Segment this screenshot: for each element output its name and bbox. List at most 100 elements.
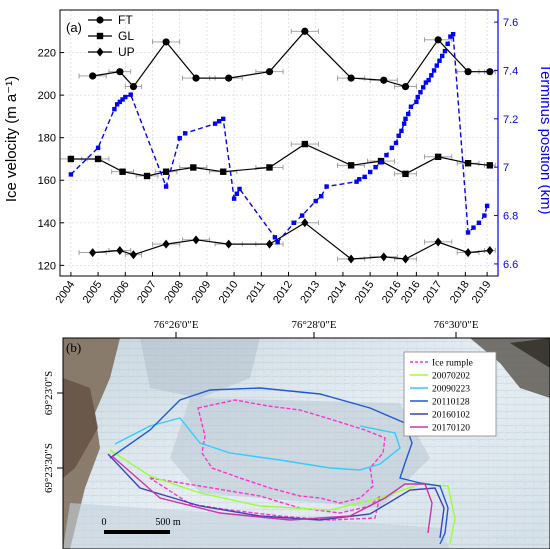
ice-rumple-outline [149, 399, 386, 521]
marker-terminus [440, 53, 445, 59]
marker-terminus [431, 68, 437, 73]
series-line-up [92, 222, 490, 260]
satellite-image [63, 338, 550, 549]
marker-square [266, 164, 273, 171]
map-legend-label: 20090223 [432, 385, 470, 395]
marker-terminus [182, 131, 188, 136]
marker-terminus [406, 111, 411, 117]
lon-tick-marks [175, 332, 457, 338]
x-tick-label: 2007 [135, 279, 159, 306]
panel-label-b: (b) [66, 340, 81, 355]
marker-circle [129, 83, 138, 91]
lon-label-2: 76°28'0"E [291, 319, 336, 331]
y-tick-label-left: 220 [38, 48, 56, 60]
marker-diamond [301, 218, 309, 228]
series-lines [70, 30, 490, 260]
y-tick-label-right: 6.8 [503, 211, 518, 223]
scale-zero: 0 [102, 517, 107, 528]
marker-terminus [396, 133, 401, 138]
x-tick-label: 2015 [353, 279, 377, 306]
marker-terminus [408, 104, 414, 109]
marker-terminus [465, 230, 471, 235]
x-tick-label: 2016 [380, 279, 404, 306]
marker-diamond [96, 47, 104, 57]
marker-square [67, 155, 75, 163]
marker-terminus [373, 164, 378, 170]
marker-terminus [437, 58, 442, 63]
x-tick-label: 2011 [244, 279, 267, 305]
marker-terminus [403, 116, 408, 122]
series-line-ft [92, 30, 490, 88]
x-tick-label: 2012 [271, 279, 295, 306]
marker-diamond [347, 254, 355, 264]
marker-terminus [123, 94, 128, 100]
legend-label: UP [118, 45, 135, 59]
marker-terminus [112, 106, 117, 112]
marker-terminus [445, 41, 450, 47]
x-tick-label: 2004 [53, 279, 77, 306]
marker-terminus [448, 34, 453, 39]
marker-terminus [237, 186, 242, 192]
marker-circle [347, 74, 355, 82]
marker-terminus [426, 77, 431, 83]
marker-diamond [225, 239, 233, 249]
marker-terminus [384, 152, 389, 158]
marker-terminus [68, 172, 74, 177]
marker-terminus [389, 145, 395, 151]
marker-circle [401, 83, 410, 91]
marker-terminus [418, 90, 423, 95]
marker-diamond [265, 239, 274, 249]
marker-terminus [484, 203, 490, 209]
marker-circle [464, 68, 472, 76]
panel-label-a: (a) [66, 20, 82, 35]
marker-circle [225, 74, 233, 82]
marker-circle [265, 68, 274, 76]
marker-circle [192, 74, 200, 82]
marker-terminus [95, 145, 101, 151]
marker-terminus [378, 160, 384, 165]
marker-terminus [313, 198, 318, 204]
marker-terminus [423, 80, 429, 85]
satellite-map-panel: 76°26'0"E 76°28'0"E 76°30'0"E 69°23'0"S … [43, 319, 550, 549]
lon-label-1: 76°26'0"E [153, 319, 198, 331]
marker-terminus [299, 213, 305, 218]
marker-circle [162, 38, 170, 46]
marker-diamond [401, 254, 410, 264]
legend: FT GL UP [88, 13, 135, 59]
marker-diamond [162, 239, 170, 249]
lat-label-2: 69°23'30"S [43, 443, 55, 493]
x-tick-label: 2014 [326, 279, 350, 306]
map-legend-label: 20070202 [432, 372, 470, 382]
marker-circle [89, 72, 97, 80]
marker-terminus [362, 174, 367, 180]
outline-20070202 [109, 449, 456, 545]
x-tick-label: 2010 [217, 279, 241, 306]
marker-terminus [354, 179, 359, 184]
marker-terminus [420, 85, 426, 90]
map-legend-label: Ice rumple [432, 359, 473, 369]
marker-circle [301, 27, 309, 35]
marker-square [434, 153, 442, 161]
y-axis-label-right: Terminus position (km) [537, 64, 550, 215]
outline-20170120 [111, 455, 433, 534]
marker-terminus [429, 73, 434, 78]
marker-terminus [442, 48, 448, 54]
x-tick-label: 2008 [162, 279, 186, 306]
y-tick-label-left: 180 [38, 133, 56, 145]
y-tick-label-right: 7.6 [503, 17, 518, 29]
x-tick-label: 2013 [298, 279, 322, 306]
marker-diamond [129, 250, 138, 260]
marker-square [464, 160, 472, 167]
marker-circle [486, 68, 494, 76]
map-legend-label: 20160102 [432, 411, 470, 421]
marker-terminus [324, 184, 329, 189]
marker-terminus [357, 177, 362, 182]
marker-terminus [476, 220, 482, 225]
marker-terminus [415, 94, 420, 100]
marker-terminus [163, 184, 169, 189]
marker-diamond [464, 248, 472, 258]
marker-terminus [450, 31, 456, 37]
y-tick-label-right: 7 [503, 162, 509, 174]
data-markers [67, 27, 494, 264]
marker-terminus [221, 116, 226, 122]
